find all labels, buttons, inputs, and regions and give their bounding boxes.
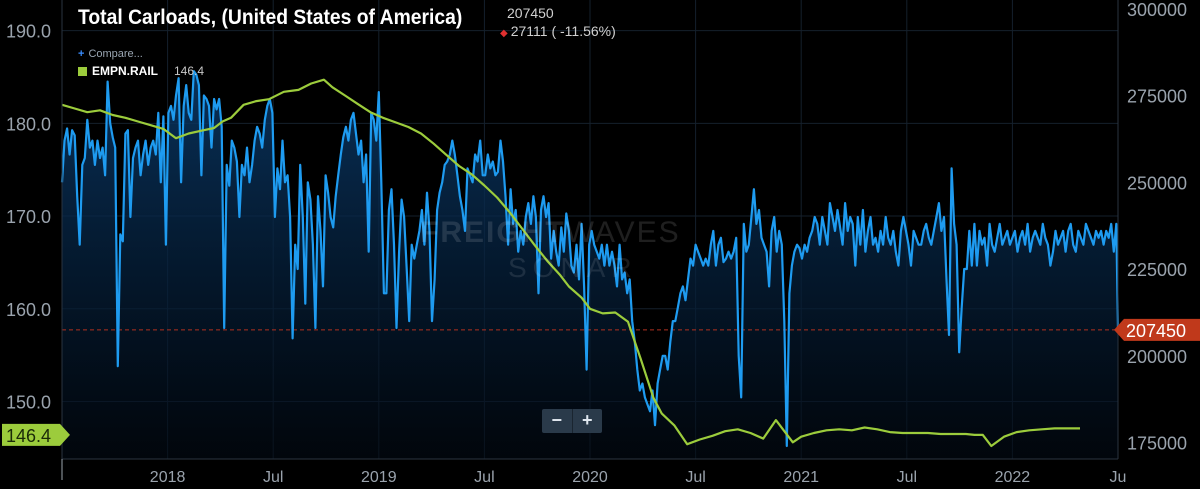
carloads-line [60,70,1120,448]
compare-label: Compare... [88,48,143,60]
left-tick-label: 190.0 [6,22,51,42]
right-tick-label: 275000 [1127,87,1187,107]
change-text: 27111 ( -11.56%) [510,23,616,39]
carloads-area [62,71,1118,459]
current-value-badge [1114,318,1200,341]
area-layer [62,71,1118,459]
right-tick-label: 200000 [1127,347,1187,367]
legend-series-name: EMPN.RAIL [92,64,158,78]
left-tick-label: 160.0 [6,300,51,320]
emp-line [61,78,1080,448]
badge-layer: 207450 146.4 [2,318,1200,446]
right-tick-label: 225000 [1127,260,1187,280]
x-tick-label: Jul [685,469,705,486]
x-tick-label: Ju [1110,469,1127,486]
watermark-subtitle: SONAR [508,252,638,283]
zoom-in-button[interactable]: + [571,409,603,433]
change-readout: ◆ 27111 ( -11.56%) [500,23,616,39]
legend-swatch [78,67,87,77]
left-tick-label: 150.0 [6,393,51,413]
right-tick-label: 250000 [1127,173,1187,193]
zoom-control: − + [542,409,602,433]
x-tick-label: Jul [474,469,494,486]
watermark-bold: FREIGHT [420,216,566,249]
down-arrow-icon: ◆ [500,28,508,39]
legend-entry[interactable]: EMPN.RAIL 146.4 [78,64,204,78]
right-tick-label: 175000 [1127,434,1187,454]
x-tick-label: 2018 [150,469,186,486]
left-tick-label: 170.0 [6,207,51,227]
axis-layer: 150.0 160.0 170.0 180.0 190.0 175000 200000 225… [6,0,1187,486]
line-layer [60,70,1120,448]
watermark-light: WAVES [565,216,681,249]
zoom-out-button[interactable]: − [551,410,562,430]
emp-value-badge [2,423,70,446]
x-tick-label: 2021 [783,469,819,486]
x-tick-label: 2020 [572,469,608,486]
legend-series-value: 146.4 [174,64,205,78]
x-tick-label: 2019 [361,469,397,486]
plus-icon: + [78,48,85,60]
right-tick-label: 300000 [1127,0,1187,20]
chart-title: Total Carloads, (United States of Americ… [78,6,463,29]
watermark: FREIGHTWAVES [420,216,681,250]
x-tick-label: Jul [897,469,917,486]
current-value: 207450 [507,5,554,21]
current-value-badge-text: 207450 [1126,321,1186,341]
compare-button[interactable]: + Compare... [78,48,143,60]
x-tick-label: 2022 [995,469,1031,486]
x-tick-label: Jul [263,469,283,486]
left-tick-label: 180.0 [6,114,51,134]
emp-value-badge-text: 146.4 [6,426,51,446]
